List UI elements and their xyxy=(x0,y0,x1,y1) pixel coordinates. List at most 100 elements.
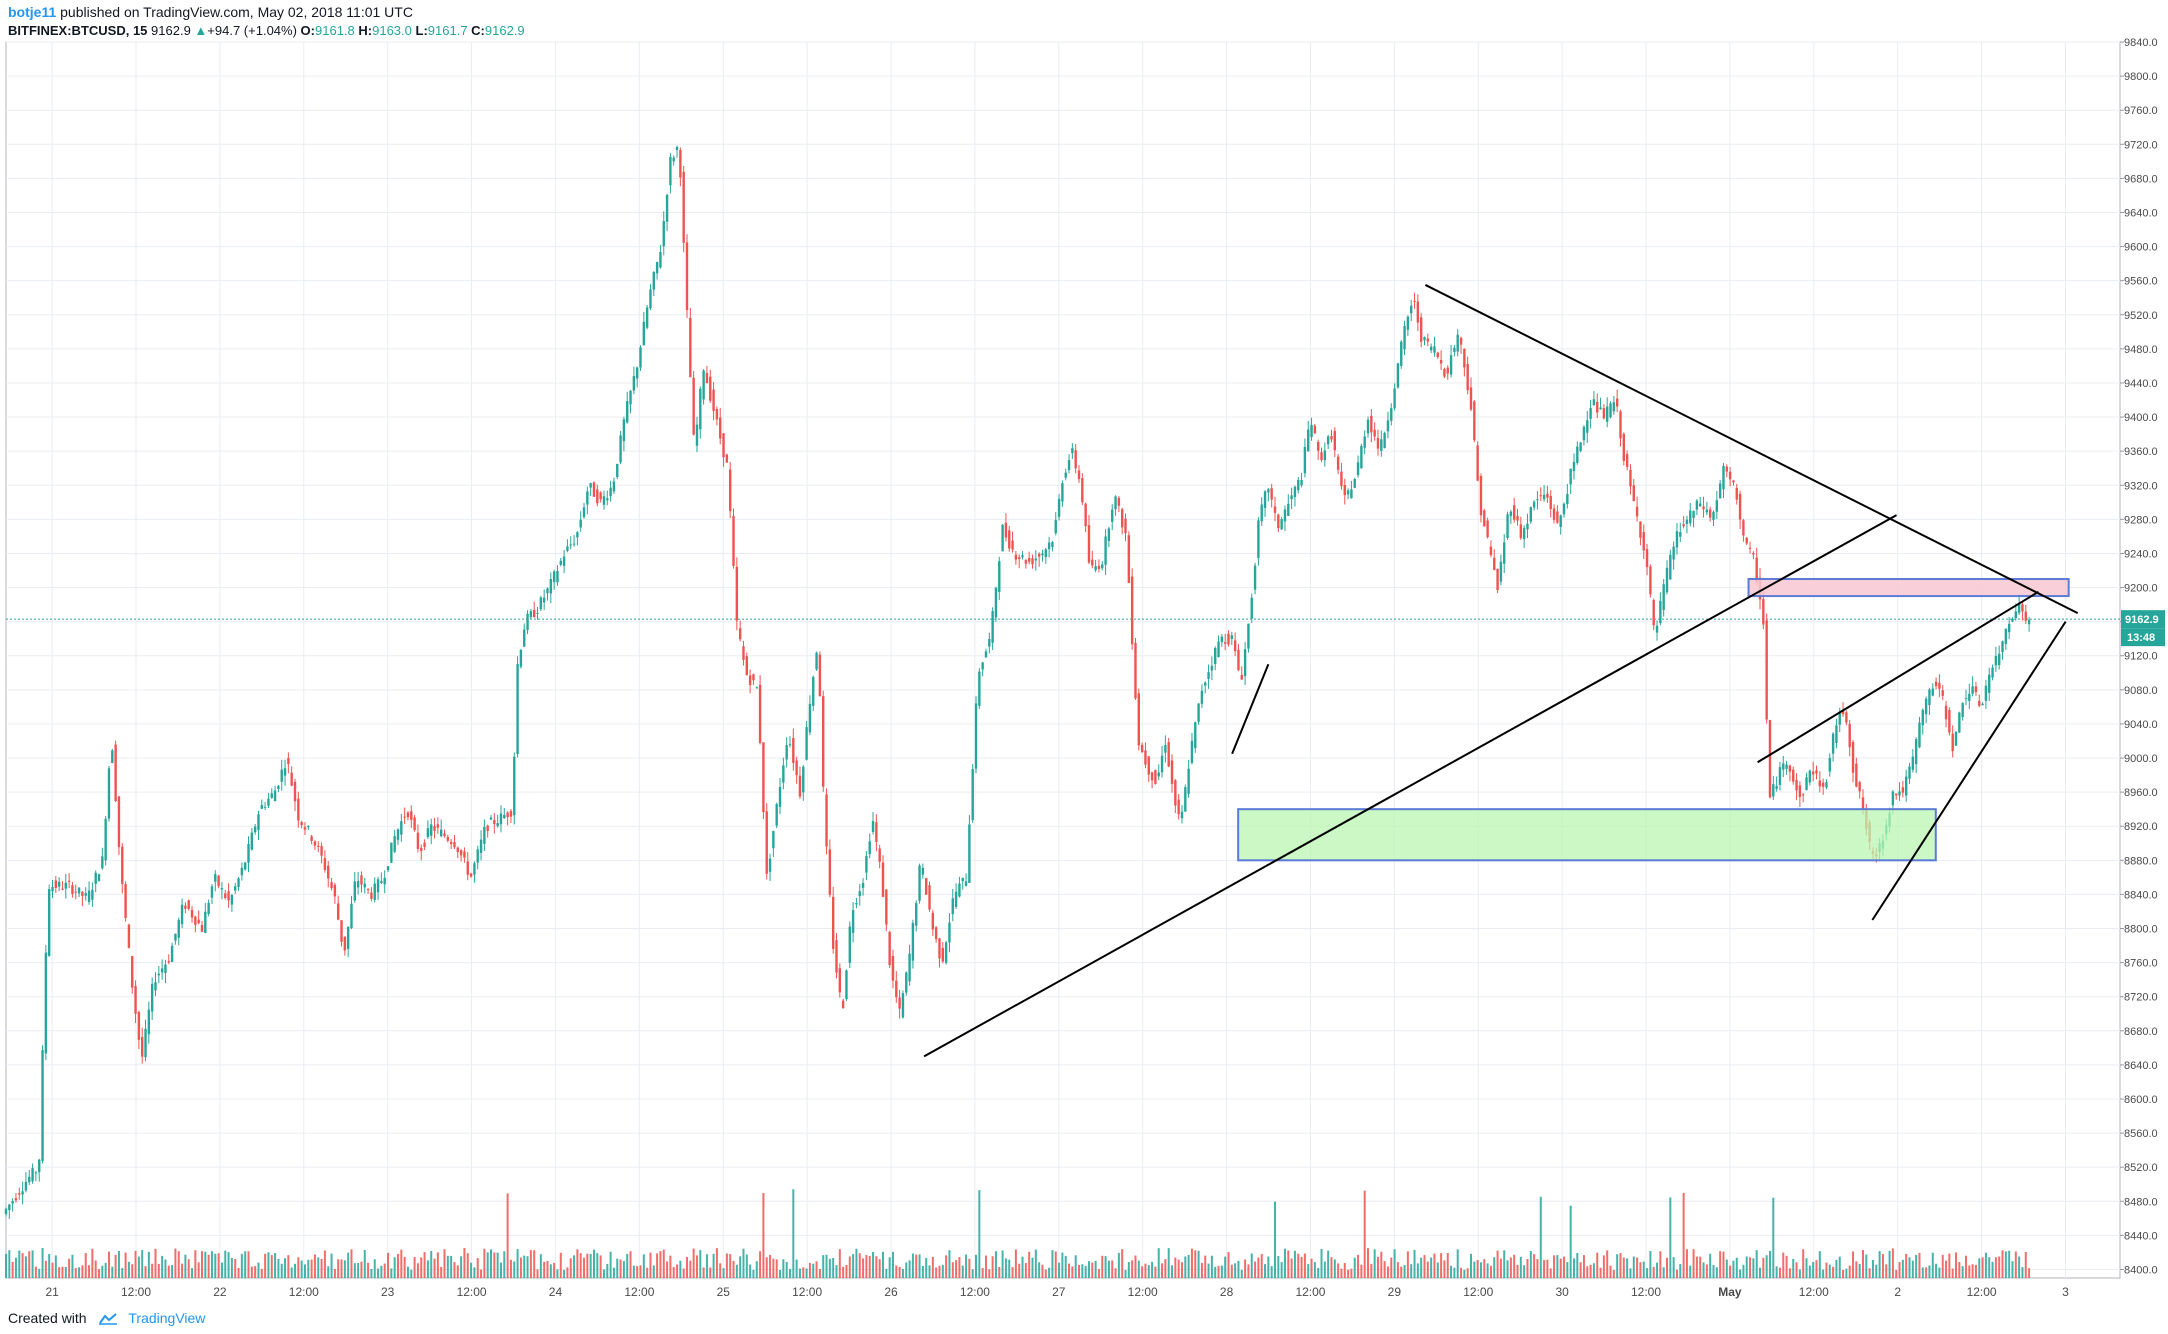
candle-body xyxy=(1718,483,1722,499)
candle-body xyxy=(1210,665,1214,671)
volume-bar xyxy=(1320,1248,1323,1278)
candle-body xyxy=(194,916,197,925)
volume-bar xyxy=(320,1259,323,1278)
candle-body xyxy=(944,942,948,963)
candle-body xyxy=(672,157,675,162)
volume-bar xyxy=(945,1255,948,1278)
trendline-drawings[interactable] xyxy=(923,284,2079,1058)
y-tick-label: 8720.0 xyxy=(2124,992,2158,1004)
price-axis[interactable]: 8400.0 8440.0 8480.0 8520.0 8560.0 8600.0 8640… xyxy=(2120,37,2165,1276)
price-chart[interactable]: 8400.0 8440.0 8480.0 8520.0 8560.0 8600.0 8640… xyxy=(0,0,2168,1300)
volume-bar xyxy=(363,1250,366,1278)
volume-bar xyxy=(1068,1263,1071,1278)
volume-bar xyxy=(1503,1250,1506,1278)
volume-bar xyxy=(187,1259,190,1278)
volume-bar xyxy=(1855,1261,1858,1278)
volume-bar xyxy=(1134,1255,1137,1278)
volume-bar xyxy=(1596,1252,1599,1278)
volume-bar xyxy=(1842,1269,1845,1278)
volume-bar xyxy=(48,1254,51,1278)
volume-bar xyxy=(1682,1192,1685,1278)
volume-bar xyxy=(1735,1257,1738,1278)
volume-bar xyxy=(659,1251,662,1278)
candle-body xyxy=(21,1191,24,1195)
volume-bar xyxy=(566,1267,569,1278)
candle-body xyxy=(400,821,403,835)
candle-body xyxy=(1682,524,1685,527)
volume-bar xyxy=(327,1266,330,1278)
candle-body xyxy=(974,703,978,769)
candle-body xyxy=(984,651,988,658)
candle-body xyxy=(343,936,347,951)
volume-bar xyxy=(619,1259,622,1278)
volume-bar xyxy=(735,1264,738,1278)
candle-body xyxy=(1074,450,1077,469)
candle-body xyxy=(1569,468,1572,485)
candle-body xyxy=(1954,731,1958,746)
candle-body xyxy=(1722,465,1725,490)
candle-body xyxy=(1011,540,1014,550)
x-tick-label: 12:00 xyxy=(121,1285,151,1299)
volume-bar xyxy=(503,1251,506,1278)
volume-bar xyxy=(1579,1262,1582,1278)
candle-body xyxy=(1529,507,1532,522)
volume-bar xyxy=(1383,1261,1386,1278)
volume-bar xyxy=(656,1253,659,1278)
volume-bar xyxy=(1333,1259,1336,1278)
candle-body xyxy=(1895,793,1898,796)
candle-body xyxy=(2014,611,2018,619)
candle-body xyxy=(569,544,572,546)
volume-bar xyxy=(1752,1258,1755,1278)
candle-body xyxy=(1612,402,1616,412)
candle-body xyxy=(1576,446,1579,463)
volume-bar xyxy=(543,1261,546,1278)
candle-body xyxy=(1615,398,1619,407)
candle-body xyxy=(785,745,788,760)
candle-body xyxy=(453,841,456,848)
volume-bar xyxy=(749,1264,752,1278)
volume-bar xyxy=(1151,1261,1154,1278)
volume-bar xyxy=(430,1250,433,1278)
volume-bar xyxy=(509,1259,512,1278)
candle-body xyxy=(134,985,137,1014)
volume-bar xyxy=(1685,1249,1688,1278)
volume-bar xyxy=(247,1251,250,1278)
author-link[interactable]: botje11 xyxy=(8,4,57,20)
volume-bar xyxy=(1240,1269,1243,1278)
tradingview-link[interactable]: TradingView xyxy=(128,1310,206,1326)
volume-bar xyxy=(772,1258,775,1278)
volume-bar xyxy=(805,1268,808,1278)
volume-bar xyxy=(11,1261,14,1278)
candle-body xyxy=(1984,685,1988,701)
volume-bar xyxy=(1234,1263,1237,1278)
candle-body xyxy=(1772,784,1775,797)
candle-body xyxy=(1087,525,1091,563)
candle-body xyxy=(1735,487,1738,500)
volume-bar xyxy=(34,1266,37,1278)
candle-body xyxy=(2011,618,2014,622)
volume-bar xyxy=(699,1250,702,1278)
volume-bar xyxy=(224,1250,227,1278)
time-axis[interactable]: 21 12:00 22 12:00 23 12:00 24 12:00 25 12:00 26 12:… xyxy=(45,1285,2069,1299)
x-tick-label: 30 xyxy=(1555,1285,1569,1299)
volume-bar xyxy=(1317,1267,1320,1278)
volume-bar xyxy=(1672,1257,1675,1278)
volume-bar xyxy=(1656,1262,1659,1278)
volume-bar xyxy=(1619,1253,1622,1278)
volume-bar xyxy=(423,1252,426,1278)
volume-bar xyxy=(81,1265,84,1278)
volume-bar xyxy=(1024,1263,1027,1278)
volume-bar xyxy=(1529,1251,1532,1278)
chart-grid xyxy=(5,41,2121,1279)
candle-body xyxy=(1582,426,1586,441)
symbol-label[interactable]: BITFINEX:BTCUSD, 15 xyxy=(8,23,148,38)
volume-bar xyxy=(410,1269,413,1278)
volume-bar xyxy=(184,1254,187,1278)
volume-bar xyxy=(642,1254,645,1278)
volume-bar xyxy=(270,1255,273,1278)
candle-body xyxy=(323,858,327,870)
volume-bar xyxy=(1483,1259,1486,1278)
candle-body xyxy=(1728,471,1732,480)
volume-bar xyxy=(536,1269,539,1278)
volume-bar xyxy=(526,1256,529,1278)
